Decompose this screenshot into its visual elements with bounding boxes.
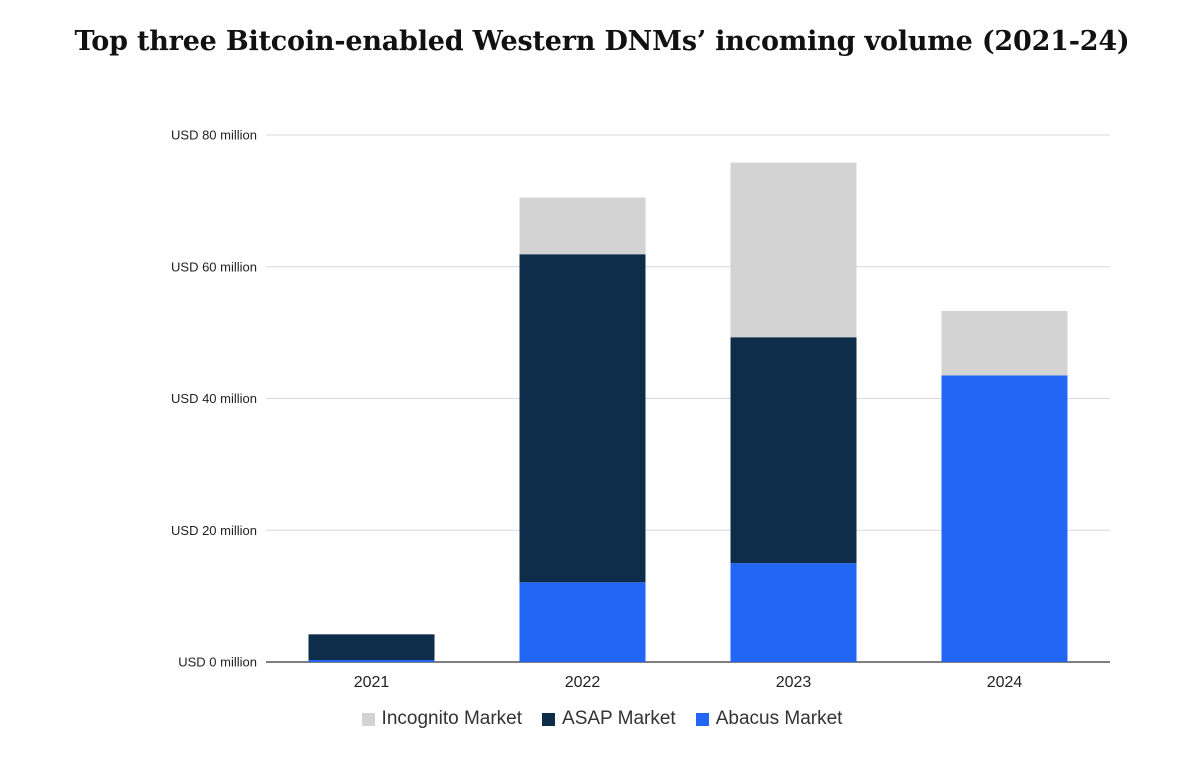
legend-item: ASAP Market	[542, 708, 676, 730]
legend-label: ASAP Market	[562, 708, 676, 729]
y-tick-label: USD 0 million	[178, 655, 257, 670]
bar-segment-incognito-market-2022	[519, 197, 646, 255]
legend-label: Abacus Market	[715, 708, 843, 729]
y-tick-label: USD 40 million	[171, 391, 257, 406]
x-tick-label: 2022	[565, 674, 601, 691]
x-tick-label: 2023	[776, 674, 812, 691]
chart-title: Top three Bitcoin-enabled Western DNMs’ …	[74, 26, 1130, 57]
x-tick-label: 2024	[987, 674, 1023, 691]
bar-segment-incognito-market-2024	[941, 310, 1068, 376]
bar-segment-asap-market-2022	[519, 254, 646, 583]
y-tick-label: USD 20 million	[171, 523, 257, 538]
chart-legend: Incognito Market ASAP Market Abacus Market	[0, 708, 1204, 730]
bar-segment-incognito-market-2023	[730, 162, 857, 338]
legend-swatch	[542, 712, 556, 726]
legend-swatch	[695, 712, 709, 726]
y-tick-label: USD 60 million	[171, 259, 257, 274]
bar-segment-abacus-market-2021	[308, 660, 435, 662]
bar-segment-abacus-market-2023	[730, 563, 857, 662]
y-tick-label: USD 80 million	[171, 128, 257, 143]
legend-label: Incognito Market	[381, 708, 523, 729]
bar-segment-abacus-market-2024	[941, 375, 1068, 662]
legend-item: Abacus Market	[695, 708, 843, 730]
legend-swatch	[361, 712, 375, 726]
legend-item: Incognito Market	[361, 708, 523, 730]
bar-segment-asap-market-2023	[730, 337, 857, 564]
x-tick-label: 2021	[354, 674, 390, 691]
bar-segment-asap-market-2021	[308, 634, 435, 661]
bar-segment-abacus-market-2022	[519, 582, 646, 662]
